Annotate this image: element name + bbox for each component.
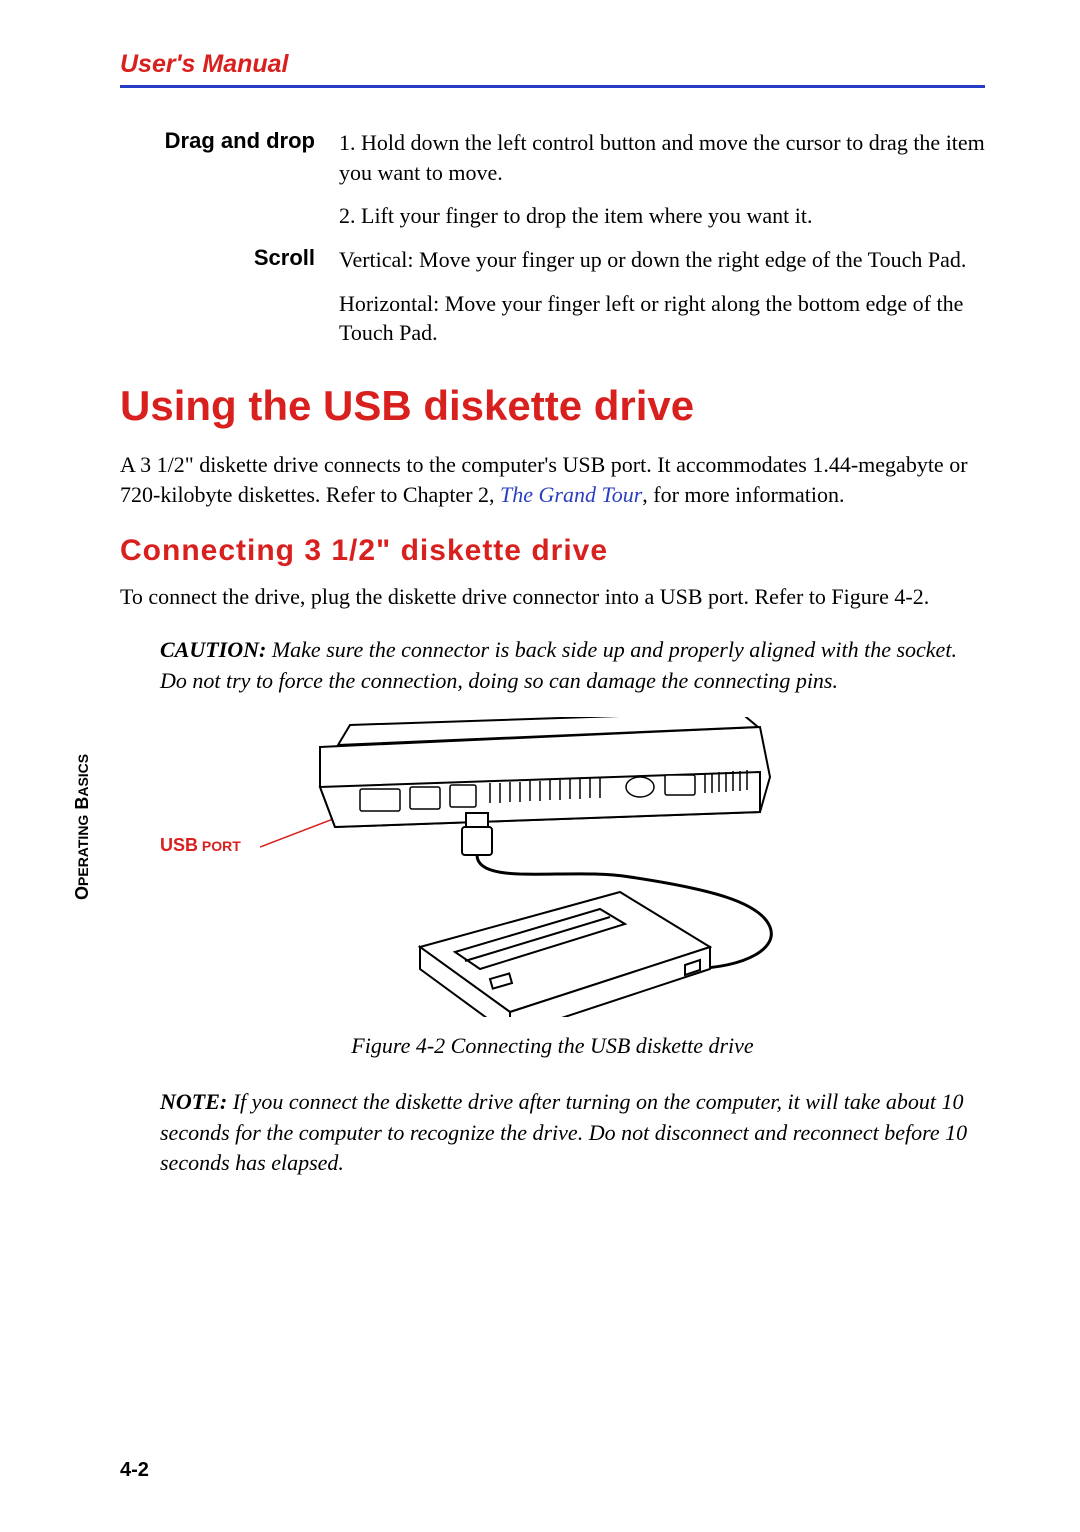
- side-tab-p1b: PERATING: [75, 815, 91, 886]
- page-header: User's Manual: [120, 50, 985, 88]
- section-heading-usb-drive: Using the USB diskette drive: [120, 382, 985, 430]
- definition-table: Drag and drop 1.Hold down the left contr…: [120, 128, 985, 348]
- caution-text: Make sure the connector is back side up …: [160, 637, 957, 693]
- header-title: User's Manual: [120, 50, 985, 79]
- def-term-scroll: Scroll: [120, 245, 315, 275]
- header-rule: [120, 85, 985, 88]
- caution-block: CAUTION: Make sure the connector is back…: [160, 635, 985, 697]
- def-term-dragdrop: Drag and drop: [120, 128, 315, 187]
- section1-intro: A 3 1/2" diskette drive connects to the …: [120, 450, 985, 509]
- side-tab: OPERATING BASICS: [72, 754, 93, 900]
- side-tab-p2b: ASICS: [75, 754, 91, 797]
- note-text: If you connect the diskette drive after …: [160, 1089, 967, 1176]
- def-desc-scroll-v: Vertical: Move your finger up or down th…: [339, 245, 985, 275]
- def-desc-dragdrop-2: 2.Lift your finger to drop the item wher…: [339, 201, 985, 231]
- def-term-empty: [120, 289, 315, 348]
- section-heading-connecting: Connecting 3 1/2" diskette drive: [120, 534, 985, 568]
- figure-4-2: USB PORT: [160, 717, 985, 1017]
- side-tab-p2: B: [72, 797, 92, 815]
- usb-port-label-small: PORT: [198, 838, 241, 854]
- intro-text-2: , for more information.: [642, 482, 844, 507]
- def-term-empty: [120, 201, 315, 231]
- def-row-dragdrop-2: 2.Lift your finger to drop the item wher…: [120, 201, 985, 231]
- section2-intro: To connect the drive, plug the diskette …: [120, 582, 985, 612]
- def-row-scroll-2: Horizontal: Move your finger left or rig…: [120, 289, 985, 348]
- step-text: Lift your finger to drop the item where …: [361, 203, 813, 228]
- step-num: 1.: [339, 128, 361, 158]
- figure-caption: Figure 4-2 Connecting the USB diskette d…: [120, 1033, 985, 1059]
- manual-page: User's Manual Drag and drop 1.Hold down …: [0, 0, 1080, 1532]
- note-lead: NOTE:: [160, 1089, 233, 1114]
- def-desc-dragdrop-1: 1.Hold down the left control button and …: [339, 128, 985, 187]
- step-text: Hold down the left control button and mo…: [339, 130, 985, 185]
- note-block: NOTE: If you connect the diskette drive …: [160, 1087, 985, 1179]
- caution-lead: CAUTION:: [160, 637, 272, 662]
- side-tab-p1: O: [72, 886, 92, 900]
- page-number: 4-2: [120, 1459, 149, 1482]
- def-row-dragdrop-1: Drag and drop 1.Hold down the left contr…: [120, 128, 985, 187]
- usb-port-label-big: USB: [160, 835, 198, 855]
- def-desc-scroll-h: Horizontal: Move your finger left or rig…: [339, 289, 985, 348]
- def-row-scroll-1: Scroll Vertical: Move your finger up or …: [120, 245, 985, 275]
- chapter-link[interactable]: The Grand Tour: [500, 482, 642, 507]
- usb-port-label: USB PORT: [160, 835, 241, 856]
- diskette-drive-illustration-icon: [290, 717, 790, 1017]
- step-num: 2.: [339, 201, 361, 231]
